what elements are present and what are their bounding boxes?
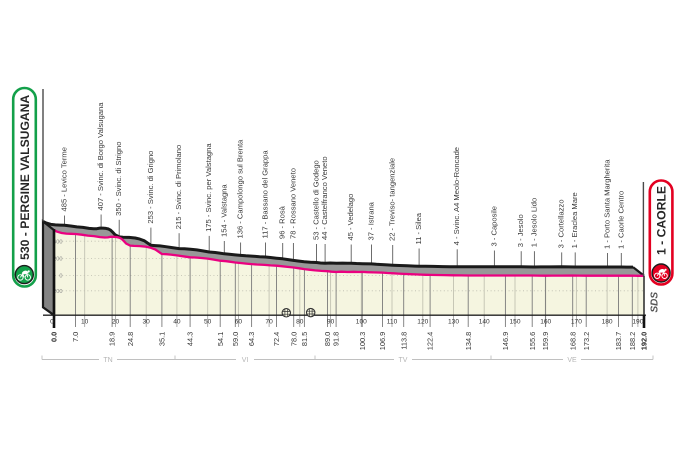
svg-text:1 - Caorle Centro: 1 - Caorle Centro <box>616 191 625 249</box>
svg-text:7.0: 7.0 <box>71 332 80 342</box>
svg-text:VI: VI <box>242 357 249 364</box>
svg-text:10: 10 <box>81 319 89 326</box>
svg-text:146.9: 146.9 <box>501 332 510 351</box>
svg-text:81.5: 81.5 <box>300 332 309 346</box>
svg-text:24.8: 24.8 <box>126 332 135 346</box>
svg-text:50: 50 <box>204 319 212 326</box>
svg-text:140: 140 <box>479 319 490 326</box>
svg-text:0: 0 <box>50 319 54 326</box>
svg-text:160: 160 <box>540 319 551 326</box>
svg-text:20: 20 <box>112 319 120 326</box>
svg-text:106.9: 106.9 <box>378 332 387 351</box>
svg-text:188.2: 188.2 <box>628 332 637 351</box>
svg-text:64.3: 64.3 <box>247 332 256 346</box>
svg-text:3 - Jesolo: 3 - Jesolo <box>516 214 525 247</box>
svg-text:200: 200 <box>53 257 62 263</box>
svg-text:44.3: 44.3 <box>186 332 195 346</box>
svg-text:407 - Svinc. di Borgo Valsugan: 407 - Svinc. di Borgo Valsugana <box>96 102 105 211</box>
svg-text:4 - Svinc. A4 Meolo-Roncade: 4 - Svinc. A4 Meolo-Roncade <box>452 147 461 245</box>
svg-text:53 - Castello di Godego: 53 - Castello di Godego <box>312 160 321 240</box>
svg-text:90: 90 <box>327 319 335 326</box>
svg-text:0: 0 <box>59 274 62 280</box>
svg-text:80: 80 <box>296 319 304 326</box>
svg-text:18.9: 18.9 <box>108 332 117 346</box>
svg-text:253 - Svinc. di Grigno: 253 - Svinc. di Grigno <box>146 151 155 224</box>
svg-text:SDS: SDS <box>650 292 661 313</box>
svg-text:40: 40 <box>173 319 181 326</box>
svg-text:VE: VE <box>567 357 577 364</box>
svg-text:TV: TV <box>399 357 408 364</box>
svg-text:190: 190 <box>632 319 643 326</box>
svg-text:180: 180 <box>602 319 613 326</box>
svg-text:78 - Rossano Veneto: 78 - Rossano Veneto <box>288 168 297 239</box>
svg-text:1 - Eraclea Mare: 1 - Eraclea Mare <box>570 192 579 248</box>
svg-text:TN: TN <box>103 357 112 364</box>
svg-text:175 - Svinc. per Valstagna: 175 - Svinc. per Valstagna <box>204 143 213 232</box>
svg-text:1 - CAORLE: 1 - CAORLE <box>655 186 669 255</box>
svg-text:1 - Porto Santa Margherita: 1 - Porto Santa Margherita <box>603 159 612 249</box>
svg-text:350 - Svinc. di Strigno: 350 - Svinc. di Strigno <box>114 142 123 216</box>
svg-text:215 - Svinc. di Primolano: 215 - Svinc. di Primolano <box>174 145 183 229</box>
svg-text:134.8: 134.8 <box>464 332 473 351</box>
svg-text:100.3: 100.3 <box>358 332 367 351</box>
svg-text:30: 30 <box>143 319 151 326</box>
svg-text:110: 110 <box>387 319 398 326</box>
svg-text:154 - Valstagna: 154 - Valstagna <box>219 184 228 237</box>
svg-text:136 - Campolongo sul Brenta: 136 - Campolongo sul Brenta <box>236 139 245 239</box>
svg-text:44 - Castelfranco Veneto: 44 - Castelfranco Veneto <box>320 156 329 240</box>
svg-text:70: 70 <box>265 319 273 326</box>
svg-text:89.0: 89.0 <box>323 332 332 346</box>
svg-text:155.6: 155.6 <box>528 332 537 351</box>
svg-text:78.0: 78.0 <box>289 332 298 346</box>
svg-text:59.0: 59.0 <box>231 332 240 346</box>
svg-text:200: 200 <box>53 289 62 295</box>
svg-text:72.4: 72.4 <box>272 332 281 346</box>
svg-text:173.2: 173.2 <box>582 332 591 351</box>
svg-text:168.8: 168.8 <box>568 332 577 351</box>
svg-text:96 - Rosà: 96 - Rosà <box>278 205 287 239</box>
svg-text:530 - PERGINE VALSUGANA: 530 - PERGINE VALSUGANA <box>18 94 32 259</box>
svg-text:159.9: 159.9 <box>541 332 550 351</box>
svg-text:54.1: 54.1 <box>216 332 225 346</box>
svg-text:22 - Treviso- tangenziale: 22 - Treviso- tangenziale <box>388 158 397 241</box>
svg-text:3 - Caposile: 3 - Caposile <box>489 206 498 247</box>
svg-text:60: 60 <box>235 319 243 326</box>
svg-text:400: 400 <box>53 239 62 245</box>
svg-text:45 - Vedelago: 45 - Vedelago <box>346 194 355 241</box>
svg-text:485 - Levico Terme: 485 - Levico Terme <box>60 147 69 211</box>
svg-text:35.1: 35.1 <box>158 332 167 346</box>
svg-text:113.8: 113.8 <box>399 332 408 350</box>
svg-text:37 - Istrana: 37 - Istrana <box>367 201 376 240</box>
svg-text:192.0: 192.0 <box>640 332 649 351</box>
svg-text:130: 130 <box>448 319 459 326</box>
svg-text:100: 100 <box>356 319 367 326</box>
svg-text:117 - Bassano del Grappa: 117 - Bassano del Grappa <box>261 150 270 239</box>
svg-text:150: 150 <box>509 319 520 326</box>
svg-text:170: 170 <box>571 319 582 326</box>
svg-text:1 - Jesolo Lido: 1 - Jesolo Lido <box>529 198 538 247</box>
svg-text:0.0: 0.0 <box>50 332 59 342</box>
svg-text:183.7: 183.7 <box>614 332 623 351</box>
svg-text:91.8: 91.8 <box>332 332 341 346</box>
svg-text:120: 120 <box>417 319 428 326</box>
svg-text:11 - Silea: 11 - Silea <box>414 212 423 244</box>
svg-text:122.4: 122.4 <box>426 332 435 351</box>
svg-text:3 - Cortellazzo: 3 - Cortellazzo <box>557 199 566 248</box>
